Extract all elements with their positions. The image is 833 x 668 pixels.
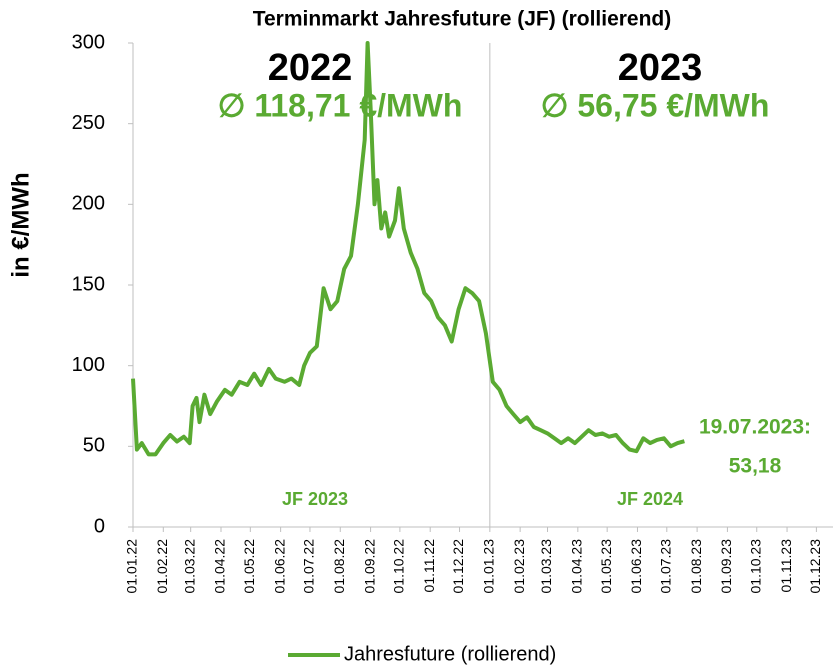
x-tick-label: 01.05.22 [241, 539, 257, 594]
x-tick-label: 01.03.22 [181, 539, 197, 594]
x-tick-label: 01.02.23 [511, 539, 527, 594]
annotation: JF 2024 [617, 489, 683, 509]
x-tick-label: 01.10.23 [747, 539, 763, 594]
x-tick-label: 01.06.22 [271, 539, 287, 594]
x-tick-label: 01.03.23 [538, 539, 554, 594]
x-tick-label: 01.09.23 [718, 539, 734, 594]
y-tick-label: 250 [72, 112, 105, 134]
x-tick-label: 01.04.23 [569, 539, 585, 594]
x-tick-label: 01.05.23 [598, 539, 614, 594]
annotation: 2022 [268, 47, 353, 89]
x-tick-label: 01.08.22 [331, 539, 347, 594]
x-tick-label: 01.12.22 [450, 539, 466, 594]
y-tick-label: 100 [72, 354, 105, 376]
annotation: 2023 [618, 47, 703, 89]
x-tick-label: 01.11.22 [421, 539, 437, 593]
x-tick-label: 01.10.22 [391, 539, 407, 594]
y-tick-label: 300 [72, 31, 105, 53]
y-tick-label: 50 [83, 435, 105, 457]
x-tick-label: 01.07.23 [658, 539, 674, 594]
x-tick-label: 01.08.23 [688, 539, 704, 594]
annotation: 53,18 [729, 455, 782, 478]
y-tick-label: 0 [94, 515, 105, 537]
x-tick-label: 01.04.22 [212, 539, 228, 594]
chart-title: Terminmarkt Jahresfuture (JF) (rollieren… [253, 8, 672, 31]
y-tick-label: 200 [72, 193, 105, 215]
x-tick-label: 01.01.23 [481, 539, 497, 594]
x-tick-label: 01.11.23 [778, 539, 794, 593]
y-tick-label: 150 [72, 273, 105, 295]
annotation: ∅ 56,75 €/MWh [541, 87, 770, 123]
x-tick-label: 01.09.22 [361, 539, 377, 594]
annotation: ∅ 118,71 €/MWh [218, 87, 463, 123]
data-line [131, 41, 685, 457]
legend-label: Jahresfuture (rollierend) [344, 643, 556, 665]
annotation: JF 2023 [282, 489, 348, 509]
x-tick-label: 01.06.23 [628, 539, 644, 594]
x-tick-label: 01.02.22 [154, 539, 170, 594]
x-tick-label: 01.12.23 [807, 539, 823, 594]
annotation: 19.07.2023: [699, 416, 811, 439]
x-tick-label: 01.07.22 [301, 539, 317, 594]
y-axis-label: in €/MWh [7, 172, 34, 277]
x-tick-label: 01.01.22 [124, 539, 140, 594]
